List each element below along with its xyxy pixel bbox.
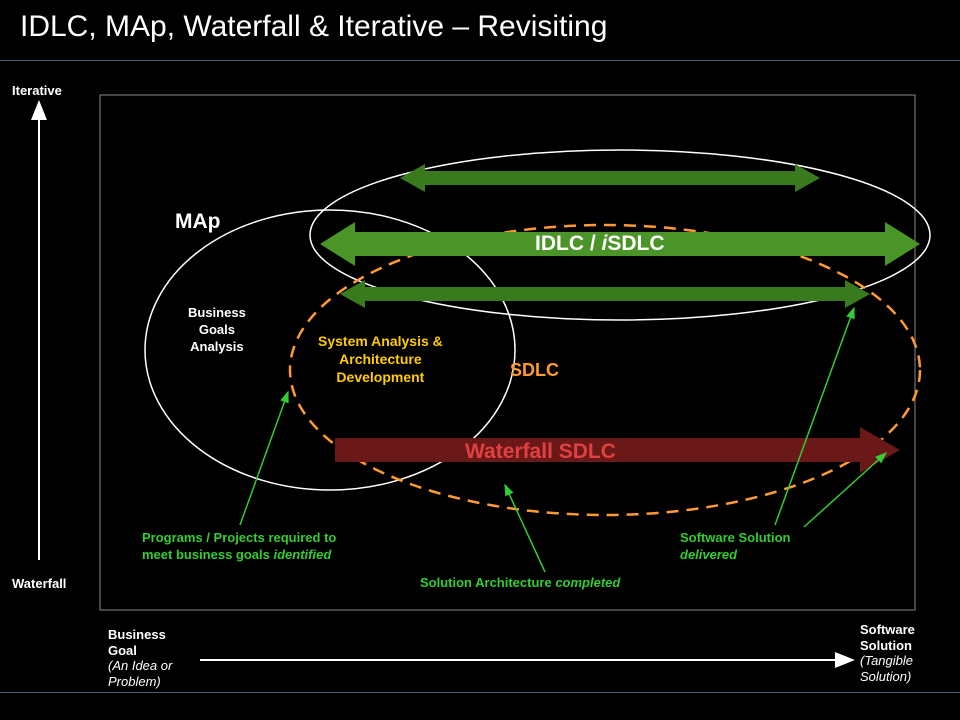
axis-label-waterfall: Waterfall [12, 576, 66, 591]
axis-label-software-solution: Software Solution (Tangible Solution) [860, 622, 915, 684]
label-business-goals-analysis: Business Goals Analysis [188, 305, 246, 356]
callout-line-solution [505, 485, 545, 572]
waterfall-arrow [335, 427, 900, 473]
diagram-svg [0, 0, 960, 720]
callout-software-delivered: Software Solution delivered [680, 530, 791, 564]
axis-label-business-goal: Business Goal (An Idea or Problem) [108, 627, 172, 689]
label-map: MAp [175, 210, 221, 234]
axis-label-iterative: Iterative [12, 83, 62, 98]
label-waterfall-sdlc: Waterfall SDLC [465, 440, 616, 464]
callout-solution-arch: Solution Architecture completed [420, 575, 620, 590]
double-arrow-1 [400, 164, 820, 192]
label-idlc: IDLC / iSDLC [535, 232, 665, 256]
double-arrow-3 [340, 280, 870, 308]
label-sdlc: SDLC [510, 360, 559, 381]
callout-line-programs [240, 392, 288, 525]
callout-programs: Programs / Projects required to meet bus… [142, 530, 336, 564]
label-system-analysis: System Analysis & Architecture Developme… [318, 332, 443, 387]
